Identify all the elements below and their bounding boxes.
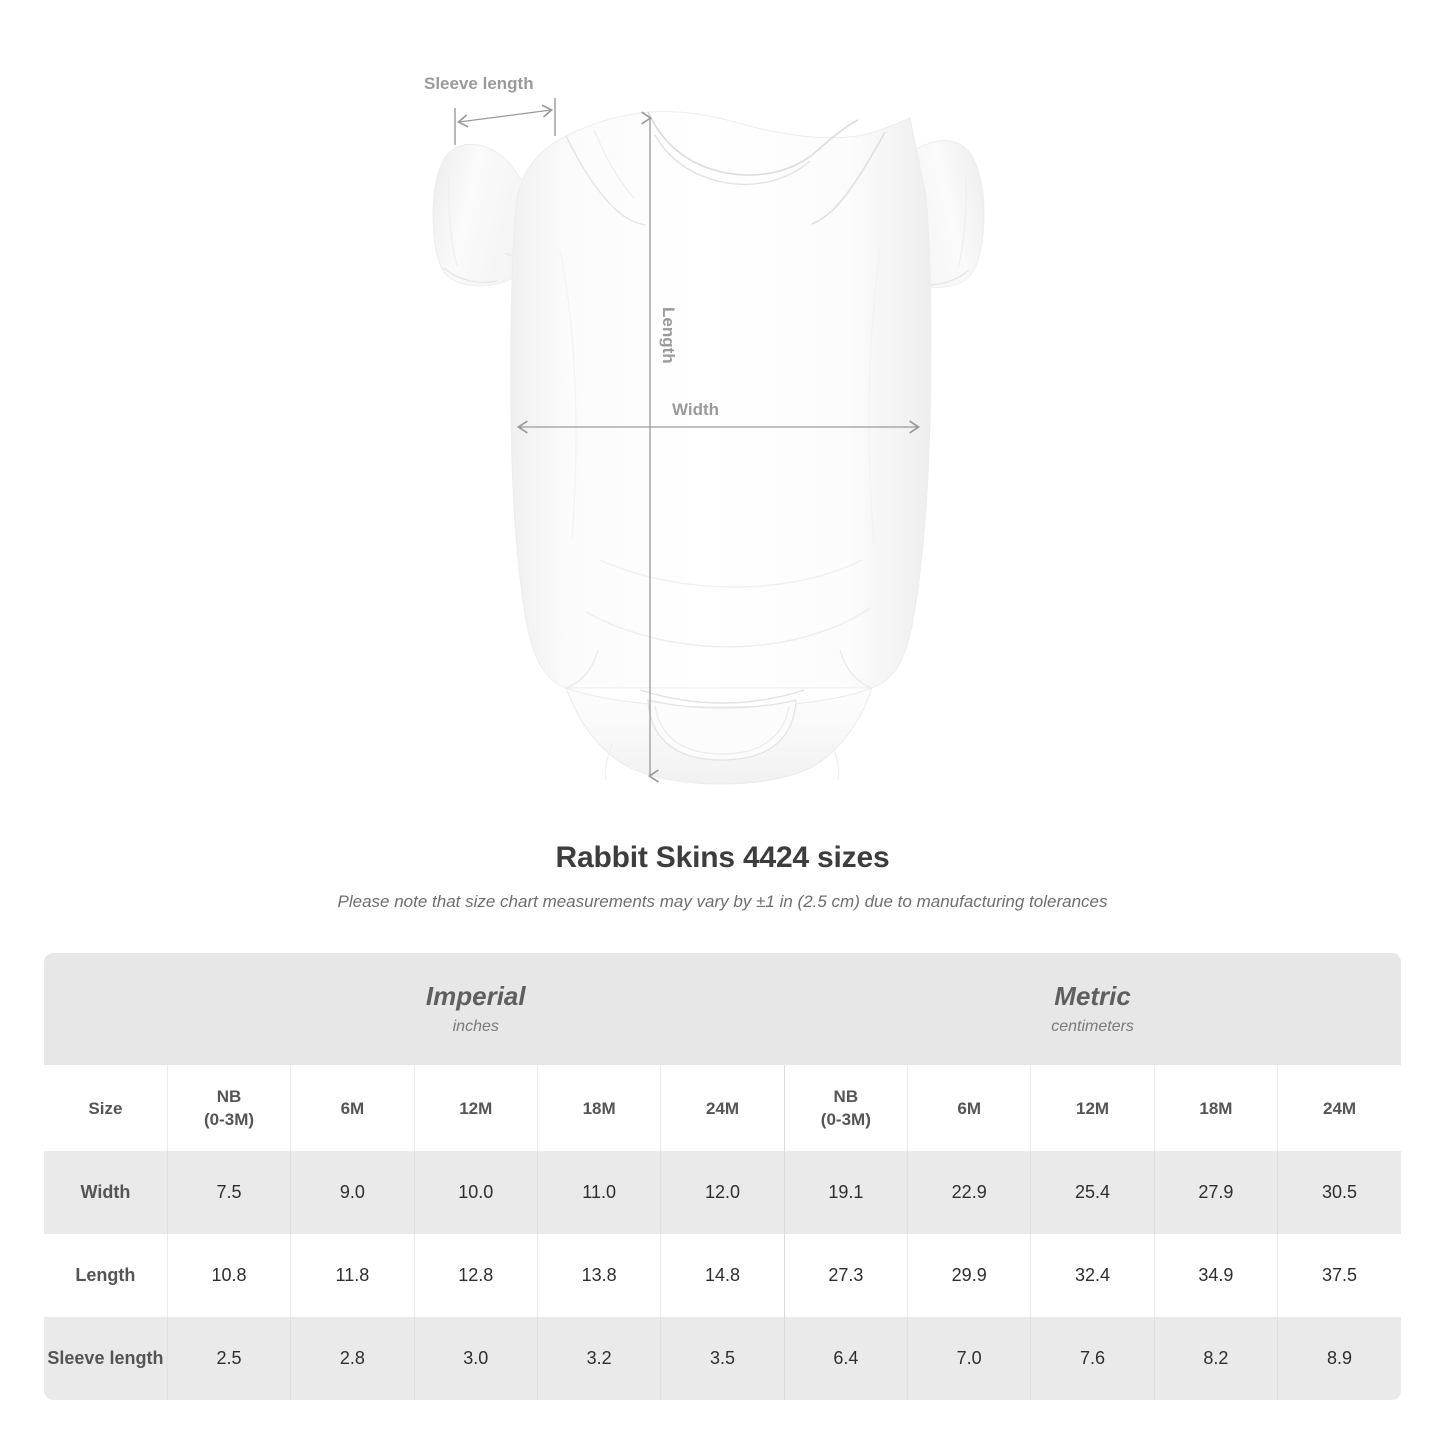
length-label: Length xyxy=(659,307,678,364)
unit-name-metric: Metric xyxy=(1054,980,1131,1011)
unit-banner-metric: Metric centimeters xyxy=(784,953,1401,1065)
header-imperial-12m: 12M xyxy=(413,1065,538,1151)
unit-banner-row: Imperial inches Metric centimeters xyxy=(44,953,1401,1065)
row-label-width: Width xyxy=(44,1151,168,1234)
unit-banner-imperial: Imperial inches xyxy=(167,953,785,1065)
cell-width-metric-18m: 27.9 xyxy=(1153,1151,1278,1234)
cell-length-imperial-12m: 12.8 xyxy=(413,1234,538,1317)
header-metric-nb: NB (0-3M) xyxy=(783,1065,908,1151)
cell-sleeve-imperial-nb: 2.5 xyxy=(166,1317,291,1400)
table-row: Sleeve length 2.5 2.8 3.0 3.2 3.5 6.4 7.… xyxy=(44,1317,1401,1400)
cell-width-metric-nb: 19.1 xyxy=(783,1151,908,1234)
cell-width-metric-12m: 25.4 xyxy=(1030,1151,1155,1234)
table-row: Length 10.8 11.8 12.8 13.8 14.8 27.3 29.… xyxy=(44,1234,1401,1317)
cell-length-imperial-6m: 11.8 xyxy=(290,1234,415,1317)
cell-length-metric-24m: 37.5 xyxy=(1277,1234,1401,1317)
column-header-row: Size NB (0-3M) 6M 12M 18M 24M NB (0-3M) 6M… xyxy=(44,1065,1401,1151)
cell-width-metric-6m: 22.9 xyxy=(907,1151,1031,1234)
cell-length-imperial-nb: 10.8 xyxy=(166,1234,291,1317)
header-size-label: Size xyxy=(44,1065,168,1151)
cell-length-metric-nb: 27.3 xyxy=(783,1234,908,1317)
unit-sub-imperial: inches xyxy=(452,1017,499,1035)
sleeve-length-label: Sleeve length xyxy=(424,74,534,93)
header-metric-6m: 6M xyxy=(907,1065,1031,1151)
length-annotation: Length xyxy=(641,111,678,783)
size-chart-table-wrap: Imperial inches Metric centimeters Size … xyxy=(44,953,1401,1400)
cell-width-metric-24m: 30.5 xyxy=(1277,1151,1401,1234)
unit-sub-metric: centimeters xyxy=(1051,1017,1134,1035)
cell-length-imperial-24m: 14.8 xyxy=(660,1234,785,1317)
unit-name-imperial: Imperial xyxy=(425,980,526,1011)
tolerance-note: Please note that size chart measurements… xyxy=(337,892,1108,911)
header-metric-18m: 18M xyxy=(1153,1065,1278,1151)
header-metric-12m: 12M xyxy=(1030,1065,1155,1151)
cell-sleeve-imperial-18m: 3.2 xyxy=(536,1317,661,1400)
width-annotation: Width xyxy=(516,400,921,434)
header-metric-24m: 24M xyxy=(1277,1065,1401,1151)
header-imperial-nb-line1: NB xyxy=(216,1087,242,1106)
cell-length-metric-12m: 32.4 xyxy=(1030,1234,1155,1317)
sleeve-length-annotation: Sleeve length xyxy=(424,74,556,145)
unit-banner-spacer xyxy=(44,953,168,1065)
cell-width-imperial-18m: 11.0 xyxy=(536,1151,661,1234)
cell-length-metric-6m: 29.9 xyxy=(907,1234,1031,1317)
cell-length-metric-18m: 34.9 xyxy=(1153,1234,1278,1317)
cell-width-imperial-24m: 12.0 xyxy=(660,1151,785,1234)
cell-sleeve-metric-12m: 7.6 xyxy=(1030,1317,1155,1400)
header-imperial-6m: 6M xyxy=(290,1065,415,1151)
cell-width-imperial-12m: 10.0 xyxy=(413,1151,538,1234)
bodysuit-body xyxy=(510,111,932,689)
header-imperial-nb: NB (0-3M) xyxy=(166,1065,291,1151)
cell-sleeve-metric-18m: 8.2 xyxy=(1153,1317,1278,1400)
header-imperial-24m: 24M xyxy=(660,1065,785,1151)
cell-sleeve-metric-6m: 7.0 xyxy=(907,1317,1031,1400)
row-label-sleeve-length: Sleeve length xyxy=(44,1317,168,1400)
header-metric-nb-line1: NB xyxy=(833,1087,859,1106)
cell-sleeve-imperial-6m: 2.8 xyxy=(290,1317,415,1400)
cell-width-imperial-nb: 7.5 xyxy=(166,1151,291,1234)
header-imperial-18m: 18M xyxy=(536,1065,661,1151)
cell-sleeve-metric-24m: 8.9 xyxy=(1277,1317,1401,1400)
garment-illustration: Sleeve length Length Width xyxy=(424,74,985,785)
width-label: Width xyxy=(672,400,719,419)
crotch-snap-panel xyxy=(565,687,873,785)
cell-width-imperial-6m: 9.0 xyxy=(290,1151,415,1234)
row-label-length: Length xyxy=(44,1234,168,1317)
header-metric-nb-line2: (0-3M) xyxy=(820,1110,871,1129)
page-title: Rabbit Skins 4424 sizes xyxy=(555,841,890,874)
cell-sleeve-metric-nb: 6.4 xyxy=(783,1317,908,1400)
table-row: Width 7.5 9.0 10.0 11.0 12.0 19.1 22.9 2… xyxy=(44,1151,1401,1234)
size-chart-table: Imperial inches Metric centimeters Size … xyxy=(44,953,1401,1400)
cell-sleeve-imperial-24m: 3.5 xyxy=(660,1317,785,1400)
cell-sleeve-imperial-12m: 3.0 xyxy=(413,1317,538,1400)
cell-length-imperial-18m: 13.8 xyxy=(536,1234,661,1317)
header-imperial-nb-line2: (0-3M) xyxy=(204,1110,255,1129)
title-block: Rabbit Skins 4424 sizes Please note that… xyxy=(0,838,1445,915)
